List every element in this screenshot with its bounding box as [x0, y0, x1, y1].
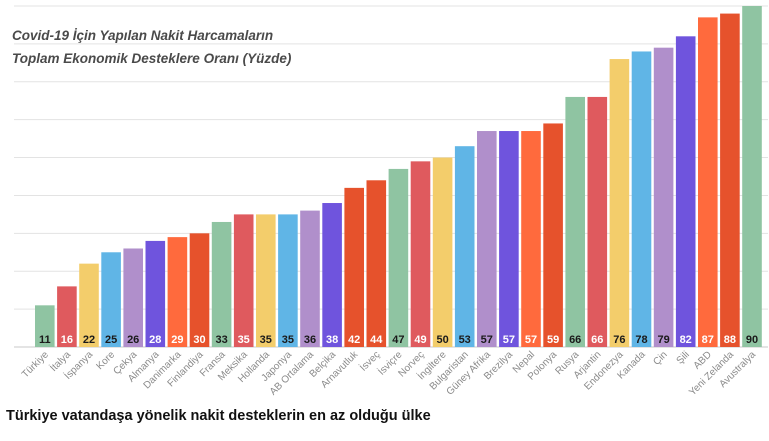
data-label: 66	[569, 334, 581, 346]
data-label: 66	[591, 334, 603, 346]
data-label: 53	[459, 334, 471, 346]
data-label: 35	[282, 334, 294, 346]
data-label: 29	[171, 334, 183, 346]
bar-Nepal	[521, 131, 541, 347]
data-label: 90	[746, 334, 758, 346]
bar-Belçika	[322, 203, 342, 347]
bar-chart: 11Türkiye16İtalya22İspanya25Kore26Çekya2…	[14, 5, 768, 398]
data-label: 49	[414, 334, 426, 346]
bar-Şili	[675, 36, 696, 348]
data-label: 11	[39, 334, 51, 346]
bar-AB Ortalama	[300, 210, 320, 347]
bar-Polonya	[543, 123, 563, 347]
bar-ABD	[698, 17, 718, 347]
bar-Türkiye	[35, 305, 55, 347]
bar-Meksika	[233, 214, 254, 347]
bar-İtalya	[57, 286, 77, 347]
bar-Yeni Zelanda	[720, 13, 740, 347]
data-label: 78	[635, 334, 647, 346]
bar-Hollanda	[256, 214, 276, 347]
category-label: Şili	[675, 349, 692, 366]
bar-Danimarka	[167, 237, 188, 347]
data-label: 79	[657, 334, 669, 346]
data-label: 59	[547, 334, 559, 346]
data-label: 35	[260, 334, 272, 346]
bar-İsviçre	[388, 168, 409, 347]
caption: Türkiye vatandaşa yönelik nakit destekle…	[6, 408, 431, 424]
data-label: 30	[193, 334, 205, 346]
data-label: 25	[105, 334, 117, 346]
bar-Arnavutluk	[344, 187, 364, 347]
bar-Kanada	[631, 51, 652, 347]
bar-Endonezya	[609, 59, 630, 348]
bar-Kore	[101, 252, 121, 347]
bar-Avustralya	[742, 6, 762, 347]
bar-Bulgaristan	[454, 146, 475, 347]
bar-Çekya	[123, 248, 143, 347]
data-label: 57	[503, 334, 515, 346]
data-label: 76	[613, 334, 625, 346]
bar-Almanya	[145, 240, 166, 347]
category-label: Türkiye	[20, 349, 51, 380]
chart-title-line-1: Covid-19 İçin Yapılan Nakit Harcamaların	[12, 28, 274, 43]
data-label: 22	[83, 334, 95, 346]
data-label: 42	[348, 334, 360, 346]
bar-Japonya	[278, 214, 298, 347]
data-label: 82	[680, 334, 692, 346]
bar-Arjantin	[587, 96, 608, 347]
bar-İsveç	[366, 180, 387, 347]
data-label: 26	[127, 334, 139, 346]
data-label: 33	[215, 334, 227, 346]
data-label: 88	[724, 334, 736, 346]
bar-Norveç	[410, 161, 431, 347]
bar-Güney Afrika	[477, 131, 497, 347]
data-label: 35	[238, 334, 250, 346]
data-label: 47	[392, 334, 404, 346]
data-label: 50	[436, 334, 448, 346]
bar-Rusya	[565, 96, 585, 347]
bar-Çin	[653, 47, 674, 348]
bar-Fransa	[211, 221, 232, 347]
data-label: 28	[149, 334, 161, 346]
bar-İspanya	[79, 263, 99, 347]
chart-title-line-2: Toplam Ekonomik Desteklere Oranı (Yüzde)	[12, 51, 292, 66]
data-label: 16	[61, 334, 73, 346]
bar-Brezilya	[499, 131, 519, 347]
bar-Finlandiya	[189, 233, 210, 347]
data-label: 57	[481, 334, 493, 346]
bar-İngiltere	[432, 157, 453, 347]
data-label: 36	[304, 334, 316, 346]
data-label: 44	[370, 334, 383, 346]
data-label: 57	[525, 334, 537, 346]
category-label: Çin	[651, 349, 669, 367]
data-label: 87	[702, 334, 714, 346]
data-label: 38	[326, 334, 338, 346]
